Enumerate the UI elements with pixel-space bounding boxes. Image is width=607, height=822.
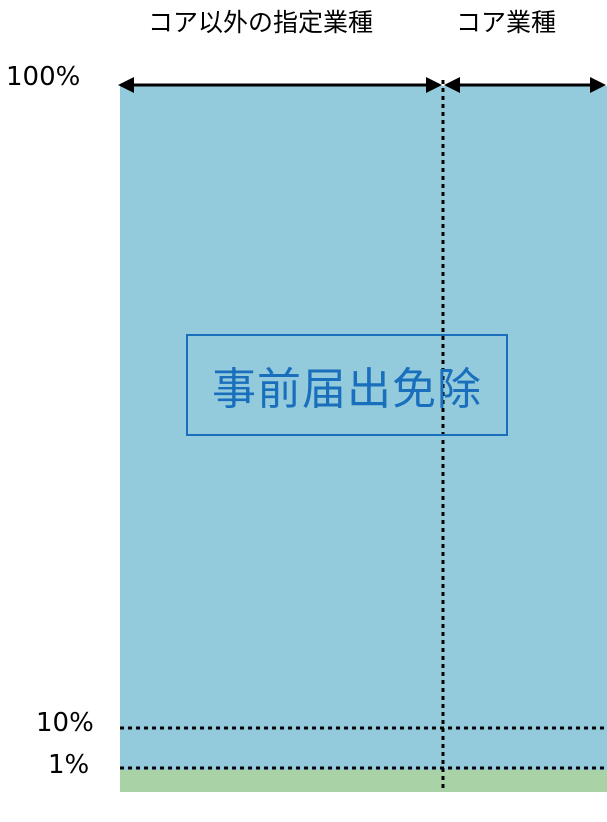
axis-label-100: 100%: [6, 62, 81, 92]
axis-label-1: 1%: [48, 750, 90, 780]
core-arrow-right-head: [590, 77, 606, 93]
non-core-industries-label: コア以外の指定業種: [148, 8, 374, 37]
non-core-arrow-right-head: [426, 77, 442, 93]
core-arrow-left-head: [444, 77, 460, 93]
exempt-label-box: 事前届出免除: [186, 334, 508, 436]
core-industries-label: コア業種: [456, 8, 557, 37]
non-core-arrow-left-head: [118, 77, 134, 93]
below-threshold-band: [120, 770, 607, 792]
exempt-region: [120, 86, 607, 770]
axis-label-10: 10%: [36, 708, 94, 738]
exempt-label: 事前届出免除: [212, 364, 482, 415]
